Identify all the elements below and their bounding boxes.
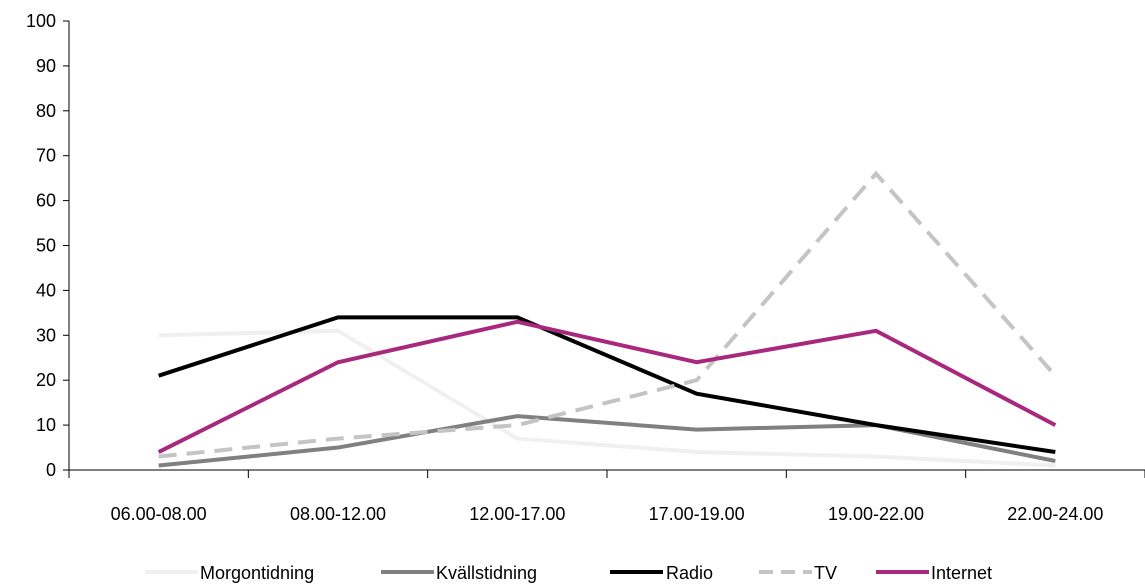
x-tick-label: 06.00-08.00 [111, 504, 207, 524]
legend: Morgontidning Kvällstidning Radio TV Interne… [145, 563, 992, 583]
legend-item: TV [759, 563, 837, 583]
series-line-morgontidning [158, 328, 1056, 468]
series-line-radio [158, 315, 1056, 455]
series-line-tv [158, 170, 1057, 459]
y-tick-label: 100 [26, 11, 56, 31]
y-tick-label: 20 [36, 370, 56, 390]
y-tick-label: 50 [36, 236, 56, 256]
legend-item: Internet [876, 563, 992, 583]
x-tick-label: 08.00-12.00 [290, 504, 386, 524]
axes: 0 10 20 30 40 50 60 70 80 90 100 06.00-08.00 08.00-1… [26, 11, 1145, 524]
legend-label: Kvällstidning [436, 563, 537, 583]
series-lines [157, 170, 1057, 468]
y-tick-label: 80 [36, 101, 56, 121]
y-tick-label: 60 [36, 191, 56, 211]
legend-label: TV [814, 563, 837, 583]
y-tick-label: 70 [36, 146, 56, 166]
y-tick-label: 0 [46, 460, 56, 480]
x-tick-label: 19.00-22.00 [828, 504, 924, 524]
legend-item: Kvällstidning [381, 563, 537, 583]
legend-item: Morgontidning [145, 563, 314, 583]
legend-label: Morgontidning [200, 563, 314, 583]
x-tick-label: 22.00-24.00 [1007, 504, 1103, 524]
legend-label: Internet [931, 563, 992, 583]
x-tick-label: 17.00-19.00 [649, 504, 745, 524]
x-tick-label: 12.00-17.00 [469, 504, 565, 524]
legend-label: Radio [666, 563, 713, 583]
y-tick-label: 10 [36, 415, 56, 435]
y-tick-label: 40 [36, 280, 56, 300]
series-line-internet [157, 319, 1057, 454]
legend-item: Radio [610, 563, 713, 583]
y-tick-label: 30 [36, 325, 56, 345]
y-tick-label: 90 [36, 56, 56, 76]
